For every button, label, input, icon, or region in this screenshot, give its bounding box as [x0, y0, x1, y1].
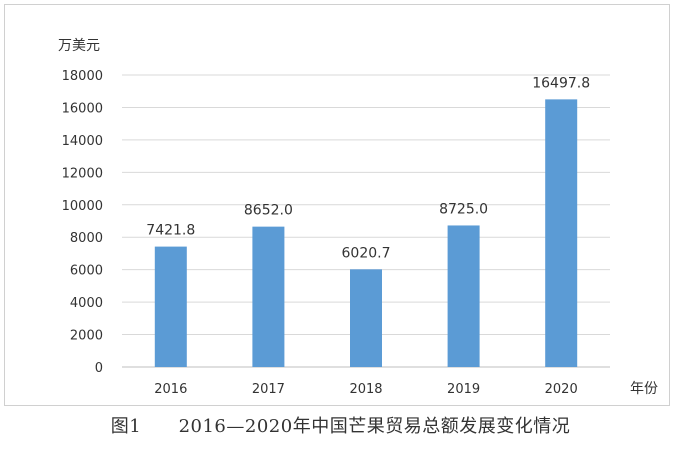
bar	[252, 226, 285, 367]
y-tick-label: 12000	[62, 166, 103, 181]
bar-chart: 0 2000 4000 6000 8000 10000 12000 14000 16000 180…	[58, 38, 658, 397]
y-tick-label: 2000	[70, 329, 103, 344]
x-tick-label: 2019	[447, 382, 480, 397]
bar	[154, 246, 187, 367]
y-axis-label: 万美元	[58, 38, 100, 54]
bar	[545, 99, 578, 367]
y-tick-label: 4000	[70, 296, 103, 311]
x-tick-label: 2017	[252, 382, 285, 397]
data-label: 16497.8	[532, 75, 590, 91]
y-tick-label: 16000	[62, 101, 103, 116]
y-tick-label: 0	[95, 361, 103, 376]
x-tick-label: 2016	[154, 382, 187, 397]
data-label: 8725.0	[439, 201, 488, 217]
figure-caption: 图1 2016—2020年中国芒果贸易总额发展变化情况	[0, 412, 681, 438]
figure-number: 图1	[110, 416, 142, 437]
y-tick-label: 6000	[70, 264, 103, 279]
y-tick-label: 18000	[62, 69, 103, 84]
bars: 7421.8 8652.0 6020.7 8725.0 16497.8	[146, 75, 590, 367]
data-label: 6020.7	[342, 245, 391, 261]
y-tick-label: 10000	[62, 199, 103, 214]
bar	[447, 225, 480, 367]
data-label: 7421.8	[146, 223, 195, 239]
figure-title: 2016—2020年中国芒果贸易总额发展变化情况	[178, 416, 571, 437]
x-tick-label: 2020	[545, 382, 578, 397]
bar	[350, 269, 382, 367]
x-tick-label: 2018	[349, 382, 382, 397]
gridlines	[122, 74, 610, 368]
x-axis-label: 年份	[630, 381, 658, 397]
x-axis-ticks: 2016 2017 2018 2019 2020	[154, 382, 577, 397]
data-label: 8652.0	[244, 203, 293, 219]
y-tick-label: 8000	[70, 231, 103, 246]
y-tick-label: 14000	[62, 134, 103, 149]
y-axis-ticks: 0 2000 4000 6000 8000 10000 12000 14000 16000 180…	[62, 69, 103, 376]
